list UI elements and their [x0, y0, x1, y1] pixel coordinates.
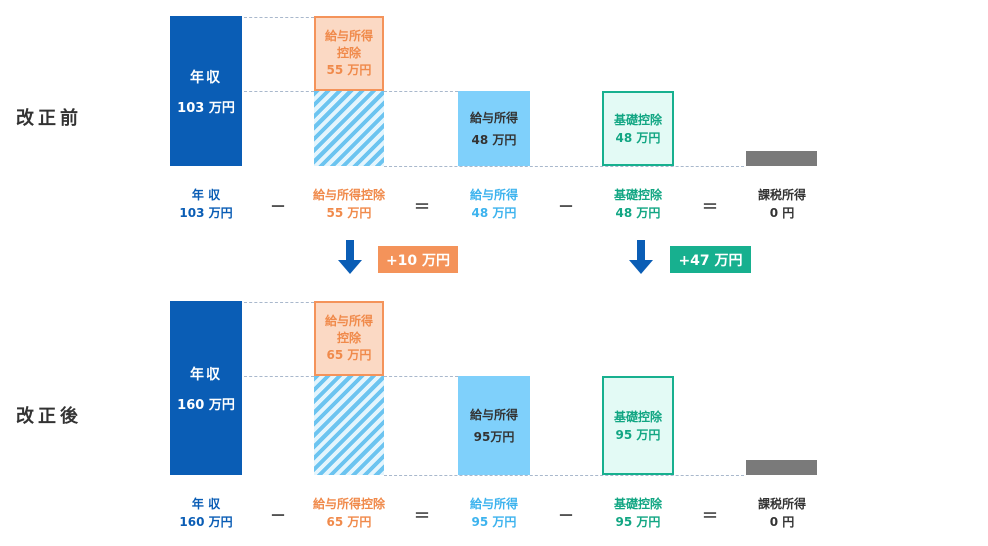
employment-income-title: 給与所得	[469, 407, 518, 422]
formula-employment-income-before: 給与所得 48 万円	[449, 186, 539, 222]
formula-basic-deduction-title: 基礎控除	[613, 188, 662, 202]
formula-taxable-income-after: 課税所得 0 円	[737, 495, 827, 531]
income-box-after: 年収 160 万円	[170, 301, 242, 475]
formula-taxable-income-title: 課税所得	[757, 497, 806, 511]
employment-deduction-value: 55 万円	[326, 63, 372, 77]
employment-deduction-title-2: 控除	[336, 331, 361, 345]
equals-operator: ＝	[413, 506, 430, 525]
basic-deduction-box-before: 基礎控除 48 万円	[602, 91, 674, 166]
basic-deduction-value: 48 万円	[615, 130, 661, 145]
income-box-before: 年収 103 万円	[170, 16, 242, 166]
formula-income-value: 160 万円	[179, 515, 233, 529]
guide-line	[244, 376, 314, 377]
formula-employment-deduction-title: 給与所得控除	[312, 497, 385, 511]
basic-deduction-title: 基礎控除	[613, 409, 662, 424]
employment-income-value: 48 万円	[471, 132, 517, 147]
formula-basic-deduction-title: 基礎控除	[613, 497, 662, 511]
equals-operator: ＝	[701, 506, 718, 525]
formula-employment-income-title: 給与所得	[469, 188, 518, 202]
employment-deduction-title-2: 控除	[336, 46, 361, 60]
minus-operator: －	[269, 197, 286, 216]
employment-deduction-title: 給与所得	[324, 29, 373, 43]
guide-line	[384, 91, 458, 92]
formula-taxable-income-title: 課税所得	[757, 188, 806, 202]
formula-income-title: 年 収	[191, 497, 221, 511]
formula-employment-deduction-title: 給与所得控除	[312, 188, 385, 202]
basic-deduction-value: 95 万円	[615, 427, 661, 442]
down-arrow-icon	[629, 260, 653, 274]
employment-income-title: 給与所得	[469, 110, 518, 125]
employment-income-box-before: 給与所得 48 万円	[458, 91, 530, 166]
guide-line	[384, 475, 744, 476]
formula-basic-deduction-value: 48 万円	[615, 206, 661, 220]
employment-deduction-box-after: 給与所得 控除 65 万円	[314, 301, 384, 376]
formula-income-title: 年 収	[191, 188, 221, 202]
guide-line	[244, 91, 314, 92]
down-arrow-icon	[346, 240, 354, 260]
formula-employment-deduction-before: 給与所得控除 55 万円	[299, 186, 399, 222]
basic-deduction-box-after: 基礎控除 95 万円	[602, 376, 674, 475]
basic-deduction-increase-badge: +47 万円	[670, 246, 751, 273]
minus-operator: －	[557, 197, 574, 216]
employment-deduction-title: 給与所得	[324, 314, 373, 328]
income-box-value: 103 万円	[177, 100, 235, 116]
employment-deduction-box-before: 給与所得 控除 55 万円	[314, 16, 384, 91]
employment-income-value: 95万円	[473, 429, 515, 444]
guide-line	[384, 376, 458, 377]
formula-taxable-income-value: 0 円	[769, 515, 795, 529]
hatched-offset-block-after	[314, 376, 384, 475]
formula-taxable-income-value: 0 円	[769, 206, 795, 220]
formula-income-after: 年 収 160 万円	[166, 495, 246, 531]
equals-operator: ＝	[701, 197, 718, 216]
formula-income-value: 103 万円	[179, 206, 233, 220]
down-arrow-icon	[637, 240, 645, 260]
formula-employment-deduction-value: 65 万円	[326, 515, 372, 529]
minus-operator: －	[269, 506, 286, 525]
down-arrow-icon	[338, 260, 362, 274]
employment-deduction-increase-badge: +10 万円	[378, 246, 458, 273]
employment-deduction-value: 65 万円	[326, 348, 372, 362]
income-box-title: 年収	[190, 366, 222, 383]
formula-employment-deduction-value: 55 万円	[326, 206, 372, 220]
formula-basic-deduction-after: 基礎控除 95 万円	[593, 495, 683, 531]
employment-income-box-after: 給与所得 95万円	[458, 376, 530, 475]
guide-line	[244, 17, 314, 18]
taxable-income-bar-before	[746, 151, 817, 166]
guide-line	[244, 302, 314, 303]
formula-employment-income-value: 48 万円	[471, 206, 517, 220]
formula-employment-income-value: 95 万円	[471, 515, 517, 529]
income-box-value: 160 万円	[177, 397, 235, 413]
equals-operator: ＝	[413, 197, 430, 216]
formula-employment-income-title: 給与所得	[469, 497, 518, 511]
income-box-title: 年収	[190, 69, 222, 86]
hatched-offset-block-before	[314, 91, 384, 166]
taxable-income-bar-after	[746, 460, 817, 475]
formula-employment-income-after: 給与所得 95 万円	[449, 495, 539, 531]
minus-operator: －	[557, 506, 574, 525]
basic-deduction-title: 基礎控除	[613, 112, 662, 127]
section-label-before: 改正前	[16, 108, 82, 129]
section-label-after: 改正後	[16, 406, 82, 427]
guide-line	[384, 166, 744, 167]
formula-basic-deduction-before: 基礎控除 48 万円	[593, 186, 683, 222]
formula-income-before: 年 収 103 万円	[166, 186, 246, 222]
formula-employment-deduction-after: 給与所得控除 65 万円	[299, 495, 399, 531]
formula-basic-deduction-value: 95 万円	[615, 515, 661, 529]
formula-taxable-income-before: 課税所得 0 円	[737, 186, 827, 222]
